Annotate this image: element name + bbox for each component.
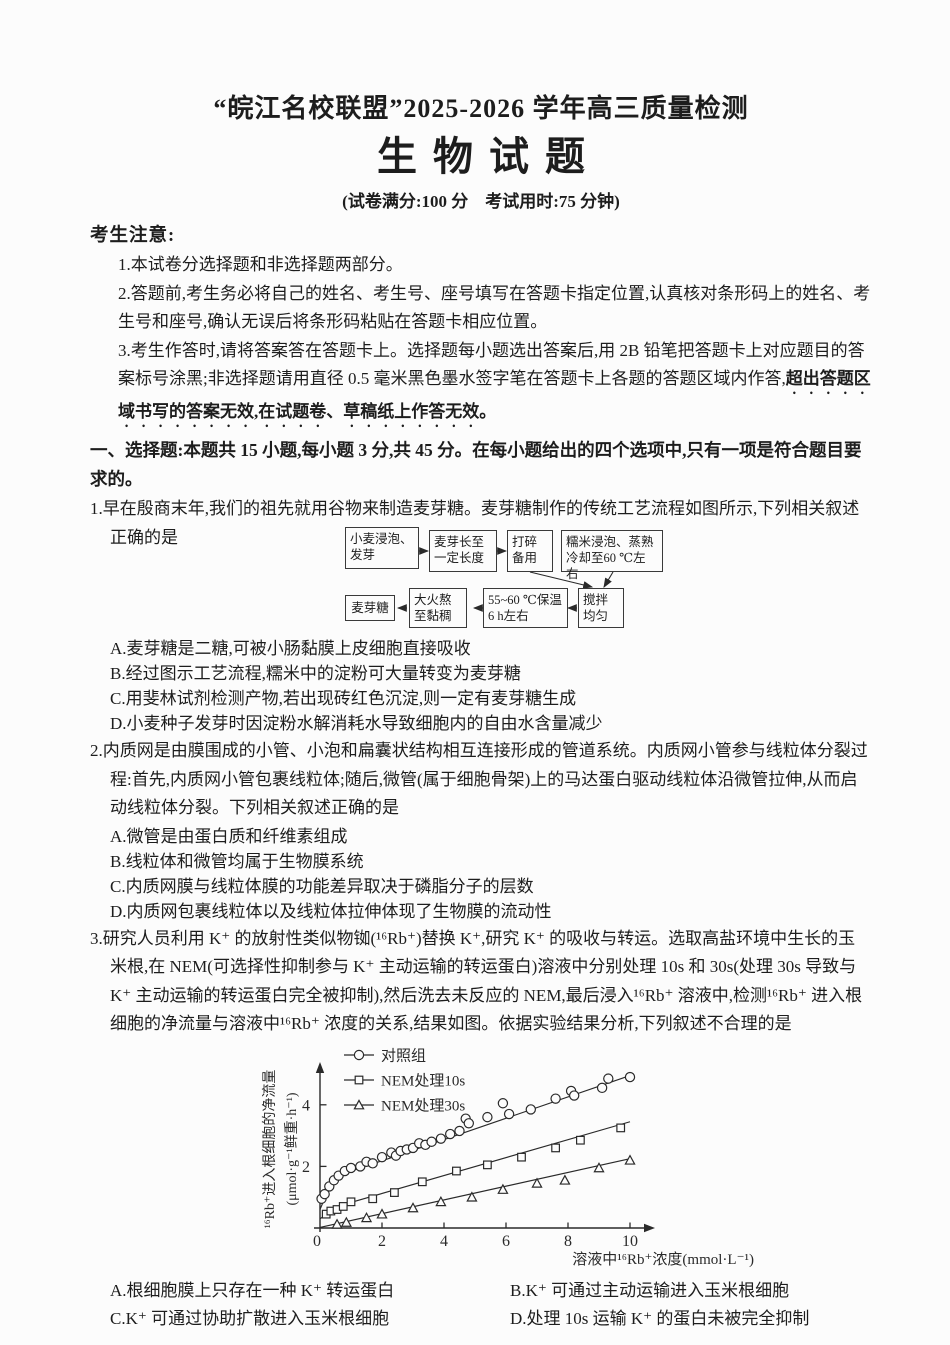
flow-box-malt-length: 麦芽长至一定长度 [429, 530, 497, 572]
q1-option-d: D.小麦种子发芽时因淀粉水解消耗水导致细胞内的自由水含量减少 [110, 714, 603, 733]
svg-text:NEM处理30s: NEM处理30s [381, 1097, 465, 1114]
q2-stem: 2.内质网是由膜围成的小管、小泡和扁囊状结构相互连接形成的管道系统。内质网小管参… [90, 741, 868, 817]
notice-item-3: 3.考生作答时,请将答案答在答题卡上。选择题每小题选出答案后,用 2B 铅笔把答… [118, 337, 872, 432]
q1-options: A.麦芽糖是二糖,可被小肠黏膜上皮细胞直接吸收 B.经过图示工艺流程,糯米中的淀… [110, 636, 872, 736]
svg-text:溶液中¹⁶Rb⁺浓度(mmol·L⁻¹): 溶液中¹⁶Rb⁺浓度(mmol·L⁻¹) [572, 1251, 754, 1268]
question-3: 3.研究人员利用 K⁺ 的放射性类似物铷(¹⁶Rb⁺)替换 K⁺,研究 K⁺ 的… [90, 925, 872, 1331]
svg-text:6: 6 [502, 1233, 510, 1250]
notice-item-3-emphasis: 超出答题区域书写的答案无效,在试题卷、草稿纸上作答无效。 [118, 369, 871, 421]
q1-option-a: A.麦芽糖是二糖,可被小肠黏膜上皮细胞直接吸收 [110, 639, 471, 658]
svg-text:(μmol·g⁻¹鲜重·h⁻¹): (μmol·g⁻¹鲜重·h⁻¹) [284, 1092, 300, 1205]
q1-flowchart: 小麦浸泡、发芽 麦芽长至一定长度 打碎备用 糯米浸泡、蒸熟冷却至60 ℃左右 搅… [345, 527, 677, 633]
q2-options: A.微管是由蛋白质和纤维素组成 B.线粒体和微管均属于生物膜系统 C.内质网膜与… [110, 824, 872, 924]
q3-chart: 0 2 4 6 8 10 2 4 对照组 NEM处理10s NEM处理30s 溶液中¹⁶Rb⁺浓度(m… [260, 1043, 872, 1276]
question-1: 1.早在殷商末年,我们的祖先就用谷物来制造麦芽糖。麦芽糖制作的传统工艺流程如图所… [90, 495, 872, 736]
q1-option-b: B.经过图示工艺流程,糯米中的淀粉可大量转变为麦芽糖 [110, 664, 521, 683]
q3-option-a: A.根细胞膜上只存在一种 K⁺ 转运蛋白 [110, 1280, 395, 1300]
q2-option-b: B.线粒体和微管均属于生物膜系统 [110, 851, 364, 871]
svg-text:对照组: 对照组 [381, 1047, 426, 1064]
notice-item-1: 1.本试卷分选择题和非选择题两部分。 [118, 255, 403, 274]
q2-option-c: C.内质网膜与线粒体膜的功能差异取决于磷脂分子的层数 [110, 876, 534, 896]
flow-box-stir: 搅拌均匀 [578, 588, 624, 628]
flow-box-keep-warm: 55~60 ℃保温6 h左右 [483, 588, 568, 628]
q1-stem: 1.早在殷商末年,我们的祖先就用谷物来制造麦芽糖。麦芽糖制作的传统工艺流程如图所… [90, 499, 860, 547]
q3-option-c: C.K⁺ 可通过协助扩散进入玉米根细胞 [110, 1308, 390, 1328]
svg-text:2: 2 [378, 1233, 386, 1250]
svg-text:4: 4 [302, 1097, 310, 1114]
flow-box-maltose: 麦芽糖 [345, 595, 395, 621]
q2-option-a: A.微管是由蛋白质和纤维素组成 [110, 826, 348, 846]
flow-box-crush: 打碎备用 [507, 530, 553, 572]
flow-box-wheat-soak: 小麦浸泡、发芽 [345, 527, 419, 569]
flow-box-boil: 大火熬至黏稠 [409, 588, 467, 628]
svg-text:0: 0 [313, 1233, 321, 1250]
svg-text:2: 2 [302, 1158, 310, 1175]
q3-stem: 3.研究人员利用 K⁺ 的放射性类似物铷(¹⁶Rb⁺)替换 K⁺,研究 K⁺ 的… [90, 928, 863, 1034]
notice-heading: 考生注意: [90, 226, 176, 246]
svg-text:4: 4 [440, 1233, 448, 1250]
svg-text:NEM处理10s: NEM处理10s [381, 1072, 465, 1089]
svg-text:10: 10 [622, 1233, 638, 1250]
section-header-choice: 一、选择题:本题共 15 小题,每小题 3 分,共 45 分。在每小题给出的四个… [90, 440, 862, 489]
notice-item-2: 2.答题前,考生务必将自己的姓名、考生号、座号填写在答题卡指定位置,认真核对条形… [118, 283, 871, 332]
q3-chart-svg: 0 2 4 6 8 10 2 4 对照组 NEM处理10s NEM处理30s 溶液中¹⁶Rb⁺浓度(m… [262, 1047, 754, 1268]
svg-text:¹⁶Rb⁺进入根细胞的净流量: ¹⁶Rb⁺进入根细胞的净流量 [262, 1069, 278, 1228]
flowchart-arrows [396, 547, 614, 612]
q2-option-d: D.内质网包裹线粒体以及线粒体拉伸体现了生物膜的流动性 [110, 901, 552, 921]
q3-options: A.根细胞膜上只存在一种 K⁺ 转运蛋白 B.K⁺ 可通过主动运输进入玉米根细胞… [110, 1278, 872, 1331]
exam-subtitle: (试卷满分:100 分 考试用时:75 分钟) [342, 192, 620, 211]
notice-section: 考生注意: 1.本试卷分选择题和非选择题两部分。 2.答题前,考生务必将自己的姓… [90, 222, 872, 431]
notice-item-3-text: 3.考生作答时,请将答案答在答题卡上。选择题每小题选出答案后,用 2B 铅笔把答… [118, 340, 865, 389]
exam-header-line: “皖江名校联盟”2025-2026 学年高三质量检测 [213, 94, 749, 123]
question-2: 2.内质网是由膜围成的小管、小泡和扁囊状结构相互连接形成的管道系统。内质网小管参… [90, 737, 872, 924]
q3-option-b: B.K⁺ 可通过主动运输进入玉米根细胞 [510, 1280, 790, 1300]
exam-title: 生物试题 [377, 134, 601, 179]
flow-box-rice-steam: 糯米浸泡、蒸熟冷却至60 ℃左右 [561, 530, 663, 581]
q3-option-d: D.处理 10s 运输 K⁺ 的蛋白未被完全抑制 [510, 1308, 810, 1328]
q1-option-c: C.用斐林试剂检测产物,若出现砖红色沉淀,则一定有麦芽糖生成 [110, 689, 577, 708]
svg-text:8: 8 [564, 1233, 572, 1250]
